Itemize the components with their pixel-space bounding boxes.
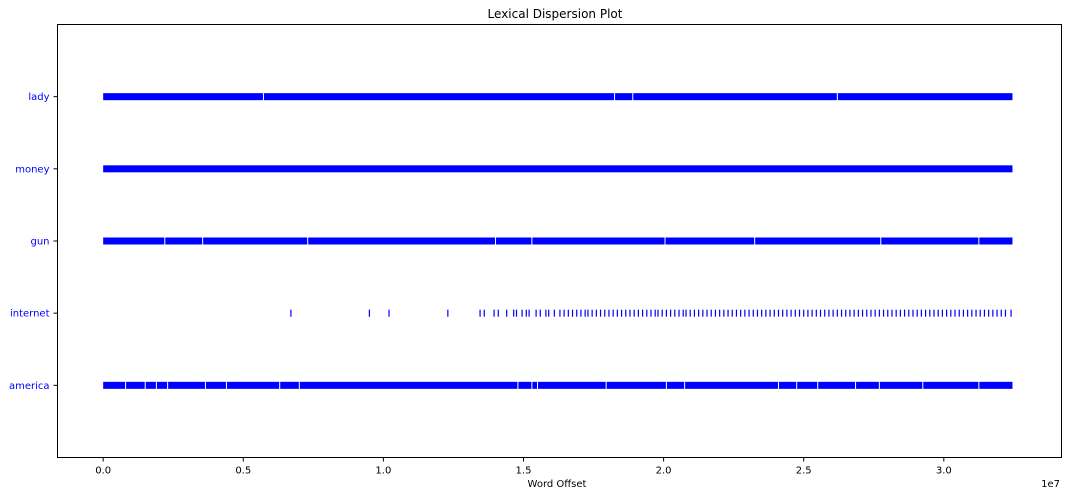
dispersion-gap xyxy=(262,92,264,101)
dispersion-gap xyxy=(632,92,634,101)
x-tick-label: 2.5 xyxy=(796,466,812,477)
dispersion-gap xyxy=(605,381,607,390)
dispersion-gap xyxy=(922,381,924,390)
dispersion-gap xyxy=(307,237,309,245)
dispersion-gap xyxy=(167,381,169,390)
dispersion-gap xyxy=(298,381,300,390)
dispersion-gap xyxy=(614,92,616,101)
dispersion-gap xyxy=(204,381,206,390)
chart-title: Lexical Dispersion Plot xyxy=(488,7,623,21)
dispersion-band-money xyxy=(103,165,1013,173)
dispersion-gap xyxy=(978,237,980,245)
dispersion-gap xyxy=(517,381,519,390)
dispersion-gap xyxy=(855,381,857,390)
x-axis-offset-label: 1e7 xyxy=(1041,479,1060,490)
x-tick-label: 2.0 xyxy=(656,466,672,477)
dispersion-gap xyxy=(144,381,146,390)
dispersion-gap xyxy=(836,92,838,101)
dispersion-band-gun xyxy=(103,237,1013,245)
dispersion-band-lady xyxy=(103,93,1013,101)
dispersion-gap xyxy=(880,237,882,245)
dispersion-marks xyxy=(103,92,1013,390)
dispersion-gap xyxy=(684,381,686,390)
y-tick-label-america: america xyxy=(9,381,50,392)
dispersion-gap xyxy=(202,237,204,245)
dispersion-gap xyxy=(155,381,157,390)
dispersion-gap xyxy=(878,381,880,390)
dispersion-gap xyxy=(225,381,227,390)
dispersion-gap xyxy=(665,381,667,390)
dispersion-gap xyxy=(777,381,779,390)
x-tick-label: 1.5 xyxy=(516,466,532,477)
x-tick-label: 0.0 xyxy=(95,466,111,477)
x-tick-label: 3.0 xyxy=(936,466,952,477)
dispersion-gap xyxy=(817,381,819,390)
x-axis: 0.0 0.5 1.0 1.5 2.0 2.5 3.0 xyxy=(95,457,952,477)
y-axis: lady money gun internet america xyxy=(9,92,58,392)
dispersion-gap xyxy=(664,237,666,245)
dispersion-gap xyxy=(537,381,539,390)
x-tick-label: 0.5 xyxy=(235,466,251,477)
dispersion-gap xyxy=(978,381,980,390)
dispersion-band-america xyxy=(103,381,1013,389)
dispersion-gap xyxy=(796,381,798,390)
dispersion-gap xyxy=(279,381,281,390)
y-tick-label-lady: lady xyxy=(28,92,49,103)
dispersion-gap xyxy=(754,237,756,245)
dispersion-gap xyxy=(164,237,166,245)
dispersion-gap xyxy=(494,237,496,245)
x-tick-label: 1.0 xyxy=(375,466,391,477)
y-tick-label-internet: internet xyxy=(10,309,50,320)
dispersion-gap xyxy=(531,381,533,390)
y-tick-label-gun: gun xyxy=(30,237,49,248)
dispersion-gap xyxy=(125,381,127,390)
dispersion-gap xyxy=(531,237,533,245)
y-tick-label-money: money xyxy=(15,164,49,175)
x-axis-label: Word Offset xyxy=(528,479,587,490)
